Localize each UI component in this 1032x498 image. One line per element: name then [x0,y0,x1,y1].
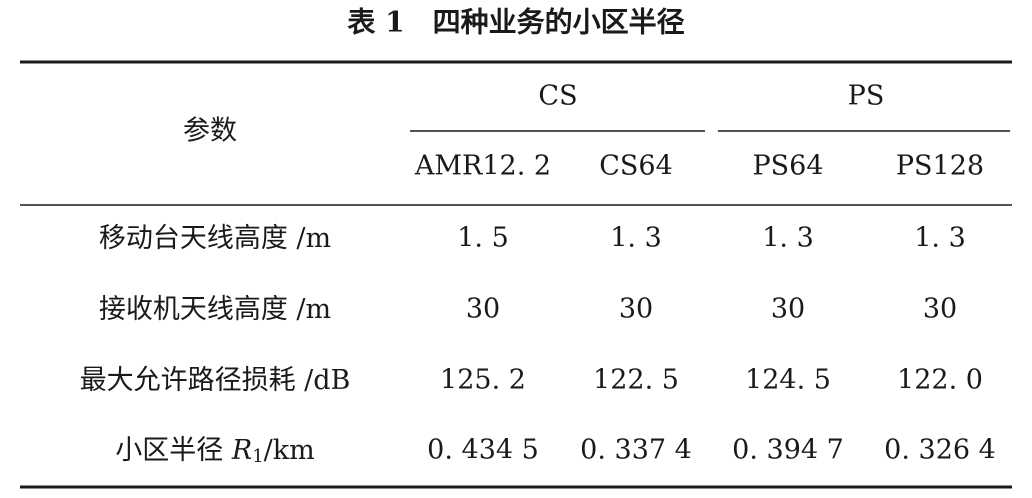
column-header: CS64 [599,151,673,182]
cell: 30 [466,294,500,325]
cell: 124. 5 [745,365,831,396]
row-label: 最大允许路径损耗 /dB [80,365,351,396]
row-label-part: 接收机天线高度 /m [99,294,331,325]
row-label-part: /km [264,435,315,466]
row-label-part: 小区半径 [115,435,232,466]
row-label-part: 最大允许路径损耗 /dB [80,365,351,396]
row-label: 接收机天线高度 /m [99,294,331,325]
cell: 30 [923,294,957,325]
cell: 1. 3 [914,223,966,254]
cell: 0. 394 7 [732,435,844,466]
cell: 125. 2 [440,365,526,396]
column-header: PS128 [896,151,984,182]
cell: 1. 3 [610,223,662,254]
row-label: 移动台天线高度 /m [99,223,331,254]
cell: 1. 5 [457,223,509,254]
row-label-part: R [231,435,252,466]
row-label: 小区半径 R1/km [115,435,314,468]
cell: 30 [619,294,653,325]
cell: 0. 326 4 [884,435,996,466]
cell: 30 [771,294,805,325]
cell: 0. 337 4 [580,435,692,466]
cell: 1. 3 [762,223,814,254]
group-header: CS [538,81,577,112]
cell: 122. 0 [897,365,983,396]
column-header: PS64 [752,151,823,182]
cell: 0. 434 5 [427,435,539,466]
row-label-part: 1 [252,446,263,467]
table-title: 表 1 四种业务的小区半径 [347,6,684,39]
param-header: 参数 [183,116,237,147]
cell: 122. 5 [593,365,679,396]
column-header: AMR12. 2 [414,151,551,182]
group-header: PS [848,81,885,112]
row-label-part: 移动台天线高度 /m [99,223,331,254]
